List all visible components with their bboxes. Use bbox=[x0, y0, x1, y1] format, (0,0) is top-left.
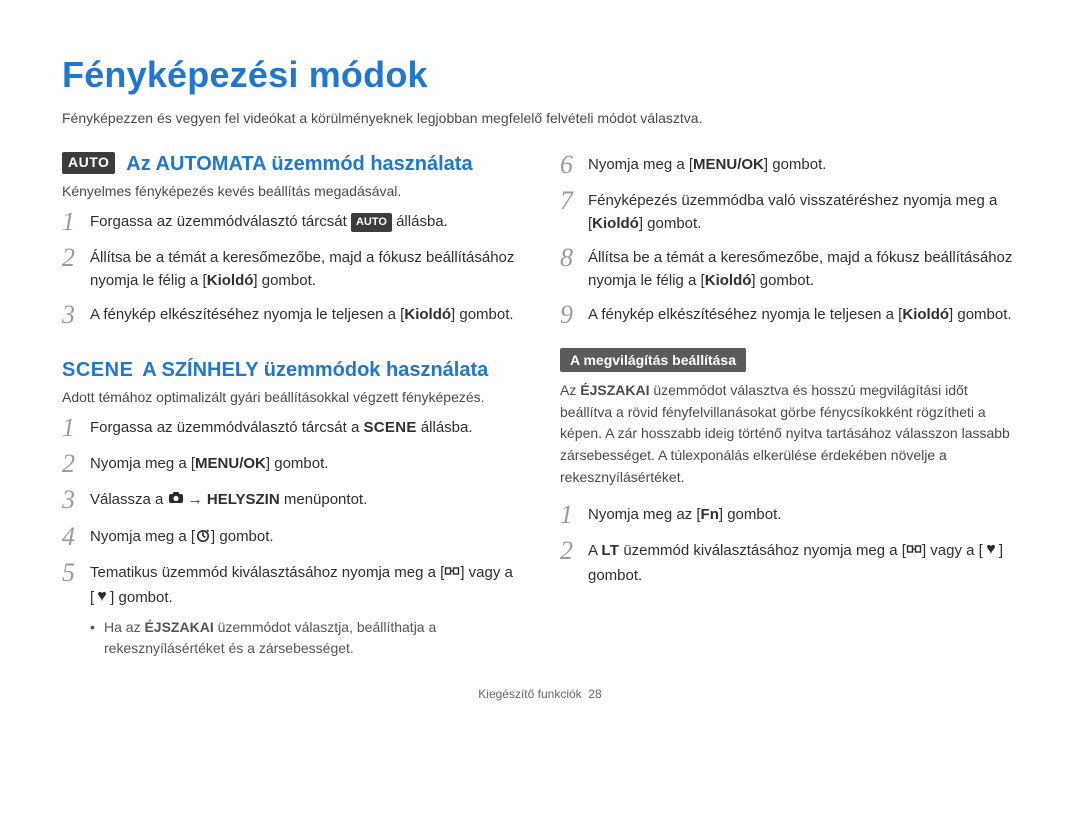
menu-ok-label: MENU/OK bbox=[195, 455, 266, 472]
manual-page: Fényképezési módok Fényképezzen és vegye… bbox=[0, 0, 1080, 701]
text: üzemmód kiválasztásához nyomja meg a [ bbox=[619, 542, 906, 559]
text: ] gombot. bbox=[110, 589, 173, 606]
scene-steps: Forgassa az üzemmódválasztó tárcsát a SC… bbox=[62, 415, 520, 659]
scene-step-3: Válassza a → HELYSZIN menüpontot. bbox=[62, 487, 520, 514]
text: Nyomja meg az [ bbox=[588, 506, 701, 523]
text: A fénykép elkészítéséhez nyomja le telje… bbox=[90, 306, 404, 323]
scene-step-1: Forgassa az üzemmódválasztó tárcsát a SC… bbox=[62, 415, 520, 441]
section-scene-subtitle: Adott témához optimalizált gyári beállít… bbox=[62, 389, 520, 405]
scene-step-9: A fénykép elkészítéséhez nyomja le telje… bbox=[560, 302, 1018, 328]
page-intro: Fényképezzen és vegyen fel videókat a kö… bbox=[62, 110, 1018, 126]
night-mode-label: ÉJSZAKAI bbox=[580, 382, 649, 398]
text: állásba. bbox=[417, 419, 473, 436]
page-footer: Kiegészítő funkciók 28 bbox=[62, 687, 1018, 701]
scene-glyph-icon: SCENE bbox=[62, 359, 133, 381]
text: Tematikus üzemmód kiválasztásához nyomja… bbox=[90, 564, 444, 581]
display-icon bbox=[444, 563, 460, 587]
scene-step-8: Állítsa be a témát a keresőmezőbe, majd … bbox=[560, 245, 1018, 292]
scene-step-5-note: Ha az ÉJSZAKAI üzemmódot választja, beál… bbox=[90, 617, 520, 659]
scene-step-6: Nyomja meg a [MENU/OK] gombot. bbox=[560, 152, 1018, 178]
text: → bbox=[184, 491, 207, 508]
fn-label: Fn bbox=[701, 506, 719, 523]
text: Nyomja meg a [ bbox=[588, 156, 693, 173]
display-icon bbox=[906, 541, 922, 565]
auto-step-3: A fénykép elkészítéséhez nyomja le telje… bbox=[62, 302, 520, 328]
text: ] gombot. bbox=[639, 215, 702, 232]
shutter-label: Kioldó bbox=[902, 306, 949, 323]
section-auto-title: Az AUTOMATA üzemmód használata bbox=[126, 153, 472, 175]
info-bar-lighting: A megvilágítás beállítása bbox=[560, 348, 746, 372]
section-scene-title: A SZÍNHELY üzemmódok használata bbox=[142, 359, 488, 381]
camera-icon bbox=[168, 490, 184, 514]
helyszin-label: HELYSZIN bbox=[207, 491, 280, 508]
footer-section: Kiegészítő funkciók bbox=[478, 687, 581, 701]
macro-icon bbox=[983, 541, 999, 565]
scene-step-7: Fényképezés üzemmódba való visszatéréshe… bbox=[560, 188, 1018, 235]
section-auto-heading: AUTO Az AUTOMATA üzemmód használata bbox=[62, 152, 520, 177]
text: Ha az bbox=[104, 619, 144, 635]
text: ] gombot. bbox=[949, 306, 1012, 323]
two-column-layout: AUTO Az AUTOMATA üzemmód használata Kény… bbox=[62, 152, 1018, 669]
shutter-label: Kioldó bbox=[705, 272, 752, 289]
text: ] gombot. bbox=[451, 306, 514, 323]
text: A fénykép elkészítéséhez nyomja le telje… bbox=[588, 306, 902, 323]
page-title: Fényképezési módok bbox=[62, 54, 1018, 96]
footer-page-number: 28 bbox=[588, 687, 601, 701]
right-column: Nyomja meg a [MENU/OK] gombot. Fényképez… bbox=[560, 152, 1018, 669]
auto-step-2: Állítsa be a témát a keresőmezőbe, majd … bbox=[62, 245, 520, 292]
text: ] gombot. bbox=[253, 272, 316, 289]
info-lighting-text: Az ÉJSZAKAI üzemmódot választva és hossz… bbox=[560, 380, 1018, 488]
menu-ok-label: MENU/OK bbox=[693, 156, 764, 173]
macro-icon bbox=[94, 588, 110, 612]
shutter-label: Kioldó bbox=[404, 306, 451, 323]
text: Forgassa az üzemmódválasztó tárcsát bbox=[90, 213, 351, 230]
section-scene-heading: SCENE A SZÍNHELY üzemmódok használata bbox=[62, 358, 520, 383]
lighting-step-2: A LT üzemmód kiválasztásához nyomja meg … bbox=[560, 538, 1018, 587]
timer-icon bbox=[195, 527, 211, 551]
scene-step-5: Tematikus üzemmód kiválasztásához nyomja… bbox=[62, 560, 520, 659]
auto-badge-icon: AUTO bbox=[62, 152, 115, 174]
section-auto: AUTO Az AUTOMATA üzemmód használata Kény… bbox=[62, 152, 520, 328]
text: ] gombot. bbox=[719, 506, 782, 523]
shutter-label: Kioldó bbox=[592, 215, 639, 232]
text: ] gombot. bbox=[266, 455, 329, 472]
auto-steps: Forgassa az üzemmódválasztó tárcsát AUTO… bbox=[62, 209, 520, 328]
scene-steps-continued: Nyomja meg a [MENU/OK] gombot. Fényképez… bbox=[560, 152, 1018, 328]
scene-glyph-icon: SCENE bbox=[363, 419, 416, 436]
lighting-steps: Nyomja meg az [Fn] gombot. A LT üzemmód … bbox=[560, 502, 1018, 587]
text: Válassza a bbox=[90, 491, 168, 508]
text: menüpontot. bbox=[280, 491, 368, 508]
section-auto-subtitle: Kényelmes fényképezés kevés beállítás me… bbox=[62, 183, 520, 199]
text: ] gombot. bbox=[751, 272, 814, 289]
text: Nyomja meg a [ bbox=[90, 455, 195, 472]
section-scene: SCENE A SZÍNHELY üzemmódok használata Ad… bbox=[62, 358, 520, 659]
lighting-step-1: Nyomja meg az [Fn] gombot. bbox=[560, 502, 1018, 528]
text: Nyomja meg a [ bbox=[90, 528, 195, 545]
text: A bbox=[588, 542, 601, 559]
text: ] gombot. bbox=[764, 156, 827, 173]
night-mode-label: ÉJSZAKAI bbox=[144, 619, 213, 635]
left-column: AUTO Az AUTOMATA üzemmód használata Kény… bbox=[62, 152, 520, 669]
auto-step-1: Forgassa az üzemmódválasztó tárcsát AUTO… bbox=[62, 209, 520, 235]
text: ] vagy a [ bbox=[922, 542, 983, 559]
auto-badge-icon: AUTO bbox=[351, 213, 392, 232]
lt-glyph-icon: LT bbox=[601, 542, 619, 559]
text: Forgassa az üzemmódválasztó tárcsát a bbox=[90, 419, 363, 436]
text: állásba. bbox=[392, 213, 448, 230]
scene-step-4: Nyomja meg a [ ] gombot. bbox=[62, 524, 520, 551]
shutter-label: Kioldó bbox=[207, 272, 254, 289]
text: ] gombot. bbox=[211, 528, 274, 545]
text: Az bbox=[560, 382, 580, 398]
scene-step-2: Nyomja meg a [MENU/OK] gombot. bbox=[62, 451, 520, 477]
